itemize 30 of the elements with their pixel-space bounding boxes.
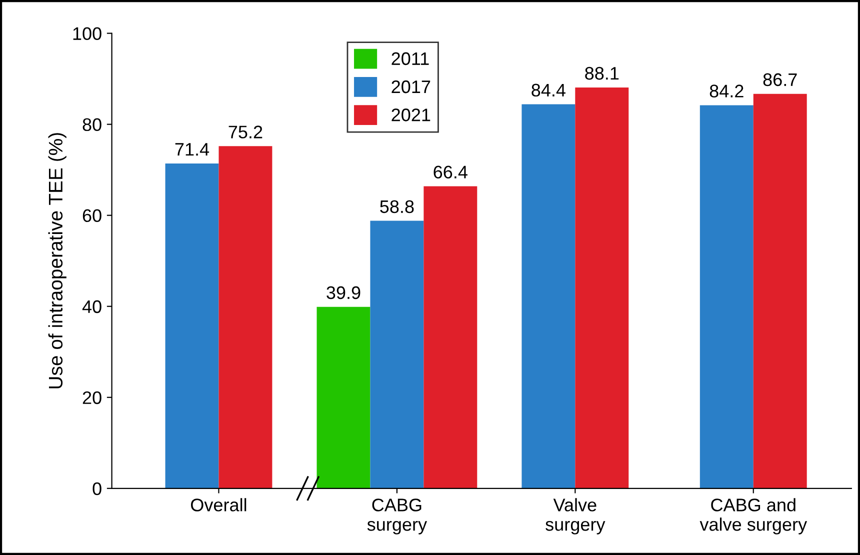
bar — [218, 146, 272, 488]
bar — [700, 105, 754, 488]
y-axis-title: Use of intraoperative TEE (%) — [48, 133, 66, 388]
bar — [522, 104, 576, 488]
data-label: 39.9 — [326, 286, 360, 300]
data-label: 58.8 — [380, 200, 414, 214]
y-tick-label: 80 — [82, 118, 102, 132]
y-tick-label: 0 — [92, 482, 102, 496]
data-label: 88.1 — [585, 66, 619, 80]
data-label: 84.2 — [710, 84, 744, 98]
y-tick-label: 100 — [73, 27, 102, 40]
data-label: 86.7 — [763, 73, 797, 86]
y-tick-label: 40 — [82, 300, 102, 314]
legend-label: 2021 — [392, 108, 430, 122]
bar — [165, 163, 219, 488]
data-label: 84.4 — [532, 84, 566, 97]
bar — [753, 94, 807, 488]
x-tick-label: CABG surgery — [367, 498, 428, 534]
data-label: 71.4 — [175, 143, 210, 156]
bar — [316, 306, 370, 488]
x-tick-label: Valve surgery — [546, 498, 606, 534]
data-label: 66.4 — [434, 166, 468, 178]
x-tick-label: CABG and valve surgery — [700, 498, 808, 534]
y-tick-label: 20 — [82, 391, 102, 404]
x-tick-label: Overall — [190, 498, 246, 512]
y-tick-label: 60 — [82, 209, 102, 222]
legend-label: 2011 — [392, 52, 429, 66]
legend-label: 2017 — [392, 80, 430, 94]
bar — [575, 87, 629, 488]
data-label: 75.2 — [228, 126, 262, 138]
